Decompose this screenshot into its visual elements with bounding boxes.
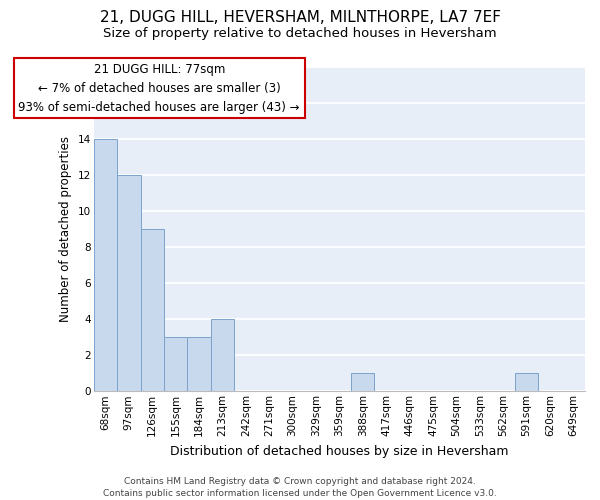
Y-axis label: Number of detached properties: Number of detached properties	[59, 136, 72, 322]
X-axis label: Distribution of detached houses by size in Heversham: Distribution of detached houses by size …	[170, 444, 509, 458]
Text: 21 DUGG HILL: 77sqm
← 7% of detached houses are smaller (3)
93% of semi-detached: 21 DUGG HILL: 77sqm ← 7% of detached hou…	[19, 62, 300, 114]
Text: 21, DUGG HILL, HEVERSHAM, MILNTHORPE, LA7 7EF: 21, DUGG HILL, HEVERSHAM, MILNTHORPE, LA…	[100, 10, 500, 25]
Text: Size of property relative to detached houses in Heversham: Size of property relative to detached ho…	[103, 28, 497, 40]
Bar	[211, 319, 234, 392]
Bar	[351, 373, 374, 392]
Bar	[164, 337, 187, 392]
Bar	[94, 138, 117, 392]
Bar	[187, 337, 211, 392]
Bar	[117, 175, 140, 392]
Text: Contains HM Land Registry data © Crown copyright and database right 2024.
Contai: Contains HM Land Registry data © Crown c…	[103, 476, 497, 498]
Bar	[515, 373, 538, 392]
Bar	[140, 229, 164, 392]
